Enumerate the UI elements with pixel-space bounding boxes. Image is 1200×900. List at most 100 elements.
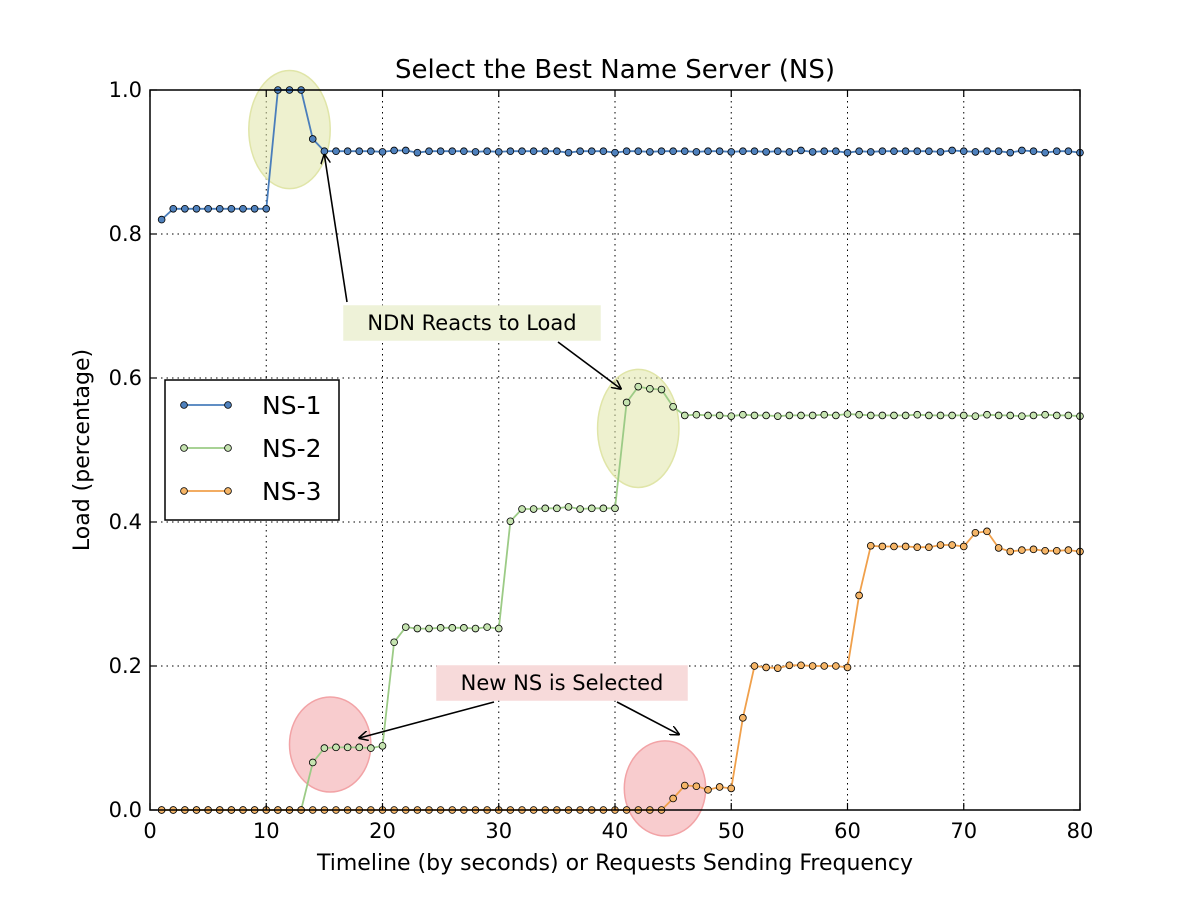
data-point (250, 205, 259, 213)
x-tick-label: 10 (253, 819, 280, 843)
data-point (622, 147, 631, 156)
data-point (425, 147, 433, 156)
data-point (715, 783, 724, 791)
data-point (925, 147, 933, 156)
data-point (948, 411, 956, 420)
x-tick-label: 80 (1067, 819, 1094, 843)
data-point (878, 147, 887, 156)
data-point (576, 505, 584, 513)
x-tick-label: 60 (834, 819, 861, 843)
data-point (1041, 546, 1049, 555)
legend-box (164, 379, 340, 521)
annotation-text: New NS is Selected (461, 671, 664, 695)
data-point (436, 147, 445, 156)
data-point (715, 411, 724, 420)
data-point (704, 786, 712, 794)
data-point (855, 410, 863, 419)
data-point (739, 714, 747, 722)
data-point (401, 146, 410, 155)
data-point (959, 542, 968, 551)
series-ns-1 (157, 86, 1084, 224)
data-point (378, 148, 387, 156)
legend-item-ns-2: NS-2 (180, 434, 322, 463)
data-point (762, 411, 770, 420)
legend-marker (180, 401, 188, 409)
data-point (680, 411, 689, 420)
annotation-arrow (616, 701, 679, 734)
data-point (227, 205, 236, 213)
data-point (925, 411, 933, 420)
data-point (750, 662, 759, 670)
data-point (832, 411, 840, 420)
data-point (355, 147, 364, 156)
y-tick-label: 0.6 (109, 366, 142, 390)
data-point (785, 661, 794, 670)
data-point (611, 148, 619, 157)
data-point (355, 743, 364, 752)
data-point (518, 147, 526, 156)
data-point (913, 543, 922, 551)
data-point (553, 147, 561, 156)
data-point (483, 147, 491, 156)
data-point (773, 147, 782, 156)
data-point (518, 505, 526, 513)
legend-marker (224, 444, 232, 452)
data-point (494, 624, 503, 633)
legend: NS-1 NS-2 NS-3 (164, 379, 340, 521)
legend-marker (224, 487, 232, 495)
data-point (413, 148, 422, 157)
data-point (378, 742, 387, 750)
y-tick-label: 0.0 (109, 798, 142, 822)
data-point (308, 758, 317, 767)
data-point (460, 624, 468, 632)
data-point (1064, 147, 1073, 156)
data-point (181, 205, 189, 213)
data-point (157, 215, 166, 224)
data-point (646, 384, 654, 393)
data-point (564, 148, 573, 157)
data-point (890, 542, 898, 551)
data-point (739, 410, 747, 419)
legend-marker (180, 487, 188, 495)
plot-series (157, 86, 1084, 814)
data-point (308, 135, 317, 143)
data-point (692, 782, 701, 791)
annotation-box (436, 665, 688, 701)
data-point (704, 411, 712, 420)
data-point (1029, 545, 1038, 554)
data-point (808, 411, 817, 420)
data-point (959, 411, 968, 420)
data-point (750, 147, 759, 156)
data-point (890, 147, 898, 156)
data-point (1029, 147, 1038, 156)
data-point (704, 147, 712, 156)
data-point (762, 663, 770, 672)
data-point (878, 542, 887, 551)
data-point (1018, 146, 1026, 155)
data-point (390, 146, 398, 155)
data-point (901, 411, 910, 420)
data-point (448, 624, 457, 632)
data-point (413, 624, 422, 633)
data-point (611, 504, 619, 513)
annotation-arrow (557, 341, 621, 389)
y-tick-label: 0.8 (109, 222, 142, 246)
data-point (808, 148, 817, 156)
data-point (599, 147, 608, 156)
data-point (971, 148, 980, 156)
data-point (634, 382, 643, 391)
data-point (1041, 410, 1049, 419)
data-point (669, 147, 677, 156)
data-point (820, 147, 829, 156)
data-point (471, 624, 480, 633)
axis-ticks: 0 10 20 30 40 50 60 70 80 0.0 0.2 0.4 0.6 0.8 1.0 (109, 78, 1094, 843)
annotation-text: NDN Reacts to Load (367, 311, 576, 335)
y-axis-label: Load (percentage) (70, 349, 95, 551)
data-point (692, 410, 701, 419)
y-tick-label: 0.2 (109, 654, 142, 678)
data-point (878, 411, 887, 420)
data-point (622, 398, 631, 407)
data-point (553, 504, 561, 513)
data-point (599, 504, 608, 513)
